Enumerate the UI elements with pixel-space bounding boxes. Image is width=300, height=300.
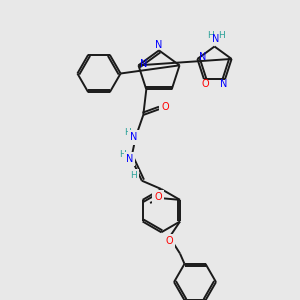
Text: N: N <box>212 34 219 44</box>
Text: H: H <box>207 31 213 40</box>
Text: O: O <box>154 192 162 202</box>
Text: N: N <box>126 154 133 164</box>
Text: N: N <box>220 80 227 89</box>
Text: H: H <box>124 128 131 137</box>
Text: O: O <box>166 236 173 246</box>
Text: O: O <box>202 80 209 89</box>
Text: O: O <box>161 103 169 112</box>
Text: H: H <box>130 171 137 180</box>
Text: N: N <box>140 59 148 69</box>
Text: N: N <box>130 133 138 142</box>
Text: H: H <box>218 31 224 40</box>
Text: N: N <box>155 40 163 50</box>
Text: N: N <box>199 52 206 62</box>
Text: H: H <box>119 150 126 159</box>
